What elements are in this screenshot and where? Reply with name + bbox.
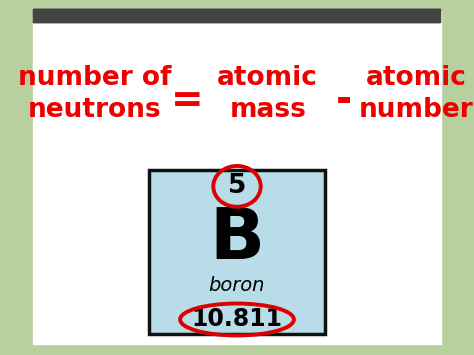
FancyBboxPatch shape: [301, 9, 312, 23]
FancyBboxPatch shape: [144, 9, 154, 23]
FancyBboxPatch shape: [218, 9, 228, 23]
FancyBboxPatch shape: [338, 9, 349, 23]
FancyBboxPatch shape: [264, 9, 274, 23]
FancyBboxPatch shape: [412, 9, 423, 23]
Text: number of
neutrons: number of neutrons: [18, 65, 172, 123]
FancyBboxPatch shape: [33, 11, 441, 344]
FancyBboxPatch shape: [200, 9, 210, 23]
FancyBboxPatch shape: [79, 9, 90, 23]
Text: -: -: [336, 82, 352, 120]
FancyBboxPatch shape: [227, 9, 237, 23]
FancyBboxPatch shape: [98, 9, 108, 23]
FancyBboxPatch shape: [283, 9, 293, 23]
FancyBboxPatch shape: [292, 9, 302, 23]
FancyBboxPatch shape: [255, 9, 265, 23]
Text: =: =: [171, 82, 203, 120]
FancyBboxPatch shape: [394, 9, 404, 23]
FancyBboxPatch shape: [431, 9, 441, 23]
FancyBboxPatch shape: [153, 9, 164, 23]
Text: 10.811: 10.811: [191, 307, 283, 332]
FancyBboxPatch shape: [51, 9, 62, 23]
FancyBboxPatch shape: [237, 9, 247, 23]
FancyBboxPatch shape: [357, 9, 367, 23]
Text: 5: 5: [228, 173, 246, 200]
FancyBboxPatch shape: [366, 9, 376, 23]
FancyBboxPatch shape: [329, 9, 339, 23]
FancyBboxPatch shape: [149, 170, 325, 334]
FancyBboxPatch shape: [181, 9, 191, 23]
FancyBboxPatch shape: [347, 9, 358, 23]
FancyBboxPatch shape: [70, 9, 80, 23]
FancyBboxPatch shape: [246, 9, 256, 23]
FancyBboxPatch shape: [61, 9, 71, 23]
FancyBboxPatch shape: [310, 9, 321, 23]
FancyBboxPatch shape: [107, 9, 117, 23]
FancyBboxPatch shape: [88, 9, 99, 23]
FancyBboxPatch shape: [33, 9, 43, 23]
Text: atomic
mass: atomic mass: [218, 65, 318, 123]
FancyBboxPatch shape: [209, 9, 219, 23]
FancyBboxPatch shape: [162, 9, 173, 23]
FancyBboxPatch shape: [42, 9, 53, 23]
FancyBboxPatch shape: [135, 9, 145, 23]
FancyBboxPatch shape: [273, 9, 284, 23]
FancyBboxPatch shape: [116, 9, 127, 23]
Text: B: B: [210, 205, 264, 274]
FancyBboxPatch shape: [384, 9, 395, 23]
FancyBboxPatch shape: [125, 9, 136, 23]
FancyBboxPatch shape: [172, 9, 182, 23]
Text: boron: boron: [209, 276, 265, 295]
Text: atomic
number: atomic number: [359, 65, 474, 123]
FancyBboxPatch shape: [421, 9, 432, 23]
FancyBboxPatch shape: [403, 9, 413, 23]
FancyBboxPatch shape: [375, 9, 386, 23]
FancyBboxPatch shape: [190, 9, 201, 23]
FancyBboxPatch shape: [320, 9, 330, 23]
